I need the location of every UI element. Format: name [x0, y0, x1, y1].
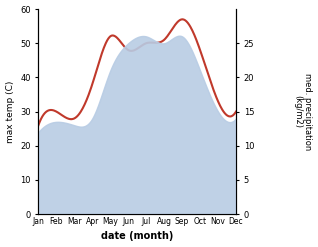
- Y-axis label: max temp (C): max temp (C): [5, 80, 15, 143]
- Y-axis label: med. precipitation
(kg/m2): med. precipitation (kg/m2): [293, 73, 313, 150]
- X-axis label: date (month): date (month): [101, 231, 173, 242]
